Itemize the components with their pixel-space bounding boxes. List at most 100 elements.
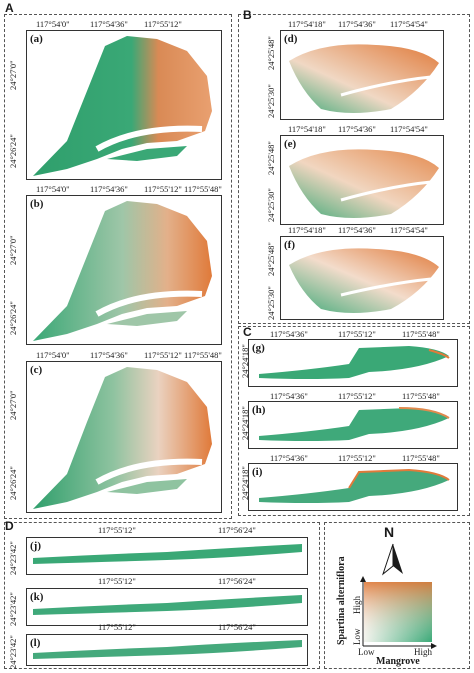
map-d-channel [340, 75, 432, 97]
k-top-tick-1: 117°55'12" [98, 576, 136, 586]
map-g-strip [259, 346, 449, 379]
b-top-tick-2: 117°54'36" [90, 184, 128, 194]
map-i-edge [348, 468, 450, 489]
map-panel-k: (k) [26, 588, 308, 626]
b-top-tick-3: 117°55'12" [144, 184, 182, 194]
e-left-tick-2: 24°25'30" [266, 188, 276, 222]
i-left-tick: 24°24'18" [240, 466, 250, 500]
map-b-island [107, 311, 187, 326]
f-left-tick-1: 24°25'48" [266, 242, 276, 276]
k-top-tick-2: 117°56'24" [218, 576, 256, 586]
c-top-tick-2: 117°54'36" [90, 350, 128, 360]
f-left-tick-2: 24°25'30" [266, 286, 276, 320]
panel-b-label: (b) [30, 198, 44, 210]
map-a-svg [33, 36, 212, 176]
section-d-box [4, 522, 320, 669]
map-c-svg [33, 367, 212, 509]
a-left-tick-1: 24°27'0" [8, 60, 18, 90]
f-top-tick-1: 117°54'18" [288, 225, 326, 235]
panel-e-label: (e) [284, 138, 297, 150]
d-top-tick-3: 117°54'54" [390, 19, 428, 29]
map-c-landmass [33, 367, 212, 509]
map-h-edge [398, 407, 450, 419]
map-l-svg [33, 640, 302, 659]
section-a-label: A [5, 1, 14, 15]
panel-h-label: (h) [252, 404, 266, 416]
e-top-tick-1: 117°54'18" [288, 124, 326, 134]
i-top-tick-3: 117°55'48" [402, 453, 440, 463]
i-top-tick-1: 117°54'36" [270, 453, 308, 463]
map-i-svg [259, 468, 450, 503]
map-c-island [107, 479, 187, 494]
c-left-tick-2: 24°26'24" [8, 466, 18, 500]
map-f-channel [340, 277, 432, 297]
map-c-channel [95, 458, 203, 485]
h-top-tick-1: 117°54'36" [270, 391, 308, 401]
b-top-tick-4: 117°55'48" [184, 184, 222, 194]
legend-y-title: Spartina alterniflora [336, 556, 347, 645]
map-k-strip [33, 595, 302, 615]
d-top-tick-1: 117°54'18" [288, 19, 326, 29]
g-top-tick-1: 117°54'36" [270, 329, 308, 339]
section-b-box [238, 14, 470, 324]
j-top-tick-2: 117°56'24" [218, 525, 256, 535]
j-top-tick-1: 117°55'12" [98, 525, 136, 535]
legend-x-high: High [414, 647, 432, 657]
map-panel-c: (c) [26, 361, 222, 513]
a-left-tick-2: 24°26'24" [8, 134, 18, 168]
map-h-strip [259, 408, 449, 441]
a-top-tick-3: 117°55'12" [144, 19, 182, 29]
l-top-tick-2: 117°56'24" [218, 622, 256, 632]
b-left-tick-1: 24°27'0" [8, 235, 18, 265]
map-a-island [107, 146, 187, 161]
section-d-label: D [5, 519, 14, 533]
north-label: N [384, 524, 395, 540]
map-j-svg [33, 544, 302, 564]
c-top-tick-4: 117°55'48" [184, 350, 222, 360]
e-top-tick-3: 117°54'54" [390, 124, 428, 134]
map-a-channel [95, 125, 203, 152]
map-e-svg [289, 149, 439, 218]
map-e-channel [340, 180, 432, 202]
panel-l-label: (l) [30, 637, 41, 649]
k-left-tick: 24°23'42" [8, 592, 18, 626]
map-l-strip [33, 640, 302, 659]
map-panel-a: (a) [26, 30, 222, 180]
d-left-tick-2: 24°25'30" [266, 84, 276, 118]
f-top-tick-2: 117°54'36" [338, 225, 376, 235]
panel-i-label: (i) [252, 466, 263, 478]
panel-c-label: (c) [30, 364, 43, 376]
l-top-tick-1: 117°55'12" [98, 622, 136, 632]
map-d-landmass [289, 44, 439, 113]
north-arrow-icon [381, 543, 403, 576]
map-panel-g: (g) [248, 339, 458, 387]
j-left-tick: 24°23'42" [8, 541, 18, 575]
map-panel-l: (l) [26, 634, 308, 666]
panel-a-label: (a) [30, 33, 43, 45]
map-d-svg [289, 44, 439, 113]
map-panel-i: (i) [248, 463, 458, 511]
map-e-landmass [289, 149, 439, 218]
a-top-tick-2: 117°54'36" [90, 19, 128, 29]
map-panel-e: (e) [280, 135, 444, 225]
h-left-tick: 24°24'18" [240, 406, 250, 440]
h-top-tick-2: 117°55'12" [338, 391, 376, 401]
g-top-tick-2: 117°55'12" [338, 329, 376, 339]
map-panel-h: (h) [248, 401, 458, 449]
map-f-landmass [289, 248, 439, 313]
e-left-tick-1: 24°25'48" [266, 141, 276, 175]
legend-x-title: Mangrove [376, 656, 420, 667]
map-j-strip [33, 544, 302, 564]
map-g-svg [259, 346, 450, 379]
g-left-tick: 24°24'18" [240, 344, 250, 378]
map-a-landmass [33, 36, 212, 176]
section-c-box [238, 326, 470, 516]
panel-d-label: (d) [284, 33, 298, 45]
section-b-label: B [243, 8, 252, 22]
c-left-tick-1: 24°27'0" [8, 390, 18, 420]
map-b-channel [95, 290, 203, 317]
map-h-svg [259, 407, 450, 441]
map-panel-d: (d) [280, 30, 444, 120]
b-top-tick-1: 117°54'0" [36, 184, 70, 194]
bivariate-color-square [364, 582, 432, 642]
